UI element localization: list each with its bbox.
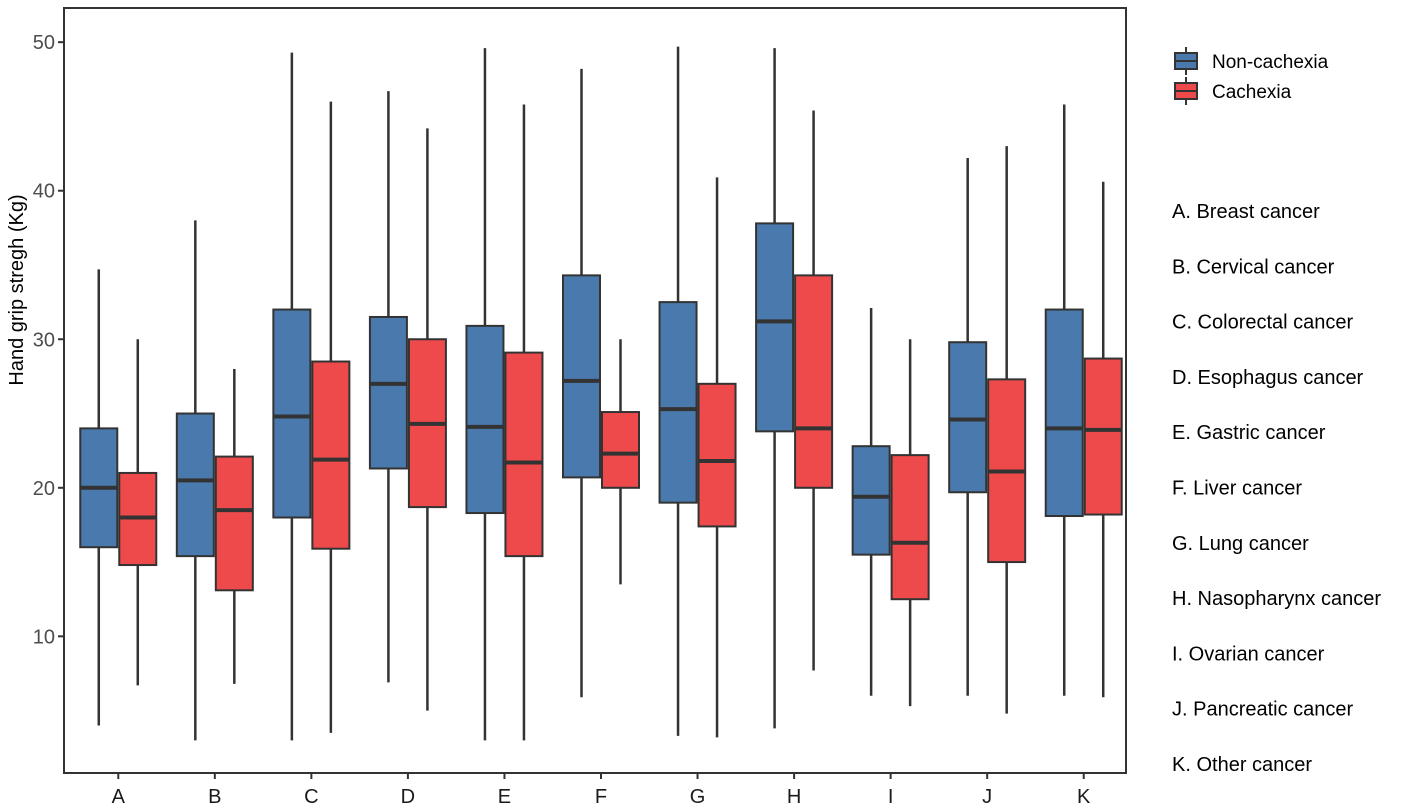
box-body — [851, 445, 891, 556]
category-note: G. Lung cancer — [1172, 533, 1309, 555]
box-cachexia-j — [987, 146, 1027, 714]
box-cachexia-g — [697, 177, 737, 738]
category-note: I. Ovarian cancer — [1172, 643, 1325, 665]
x-tick-label: H — [787, 786, 801, 808]
box-cachexia-c — [311, 101, 351, 733]
box-body — [311, 360, 351, 550]
box-body — [1044, 308, 1084, 518]
category-note: J. Pancreatic cancer — [1172, 699, 1354, 721]
box-body — [504, 351, 544, 558]
legend: Non-cachexia Cachexia — [1174, 47, 1329, 105]
box-cachexia-f — [601, 339, 640, 585]
box-body — [601, 411, 640, 489]
x-axis: A B C D E F G H I J K — [112, 773, 1091, 808]
box-cachexia-h — [794, 110, 834, 671]
plot-marks — [79, 46, 1123, 741]
legend-item-non-cachexia: Non-cachexia — [1174, 47, 1329, 75]
box-cachexia-a — [118, 339, 158, 686]
category-note: A. Breast cancer — [1172, 201, 1320, 223]
box-cachexia-k — [1083, 181, 1123, 698]
x-tick-label: B — [208, 786, 221, 808]
box-cachexia-b — [214, 368, 254, 684]
category-note: K. Other cancer — [1172, 754, 1312, 776]
box-body — [755, 222, 795, 433]
y-axis: 10 20 30 40 50 — [33, 32, 64, 648]
box-cachexia-e — [504, 104, 544, 741]
x-tick-label: G — [690, 786, 706, 808]
y-tick-label: 50 — [33, 32, 55, 54]
category-note: D. Esophagus cancer — [1172, 367, 1364, 389]
x-tick-label: F — [595, 786, 607, 808]
category-note: C. Colorectal cancer — [1172, 312, 1354, 334]
box-body — [465, 324, 505, 515]
box-non-cachexia-e — [465, 48, 505, 741]
y-tick-label: 20 — [33, 478, 55, 500]
legend-label: Cachexia — [1212, 82, 1292, 103]
box-cachexia-i — [890, 339, 930, 707]
x-tick-label: K — [1077, 786, 1091, 808]
box-body — [214, 455, 254, 592]
box-non-cachexia-c — [272, 52, 312, 741]
box-body — [658, 301, 698, 504]
box-non-cachexia-h — [755, 48, 795, 729]
box-non-cachexia-k — [1044, 104, 1084, 696]
x-tick-label: A — [112, 786, 126, 808]
box-non-cachexia-a — [79, 269, 119, 726]
box-body — [794, 274, 834, 489]
box-body — [562, 274, 601, 479]
box-body — [272, 308, 312, 519]
panel-border — [63, 7, 1127, 774]
x-tick-label: E — [498, 786, 511, 808]
x-tick-label: C — [304, 786, 318, 808]
box-body — [697, 382, 737, 528]
box-non-cachexia-f — [562, 68, 601, 698]
y-tick-label: 10 — [33, 626, 55, 648]
box-non-cachexia-g — [658, 46, 698, 736]
box-cachexia-d — [407, 128, 447, 711]
y-tick-label: 40 — [33, 181, 55, 203]
category-note: H. Nasopharynx cancer — [1172, 588, 1381, 610]
category-note: E. Gastric cancer — [1172, 422, 1326, 444]
legend-item-cachexia: Cachexia — [1174, 77, 1292, 105]
box-non-cachexia-i — [851, 308, 891, 696]
x-tick-label: D — [401, 786, 415, 808]
box-body — [175, 412, 215, 558]
box-non-cachexia-j — [948, 158, 988, 696]
y-axis-title: Hand grip stregh (Kg) — [6, 194, 28, 385]
category-note: F. Liver cancer — [1172, 478, 1302, 500]
x-tick-label: I — [888, 786, 894, 808]
box-non-cachexia-b — [175, 220, 215, 741]
box-body — [890, 454, 930, 601]
box-body — [948, 341, 988, 494]
box-body — [1083, 357, 1123, 516]
y-tick-label: 30 — [33, 329, 55, 351]
legend-label: Non-cachexia — [1212, 52, 1329, 73]
category-notes: A. Breast cancer B. Cervical cancer C. Col… — [1172, 201, 1381, 776]
x-tick-label: J — [982, 786, 992, 808]
box-non-cachexia-d — [368, 91, 408, 683]
category-note: B. Cervical cancer — [1172, 256, 1335, 278]
box-body — [368, 315, 408, 470]
